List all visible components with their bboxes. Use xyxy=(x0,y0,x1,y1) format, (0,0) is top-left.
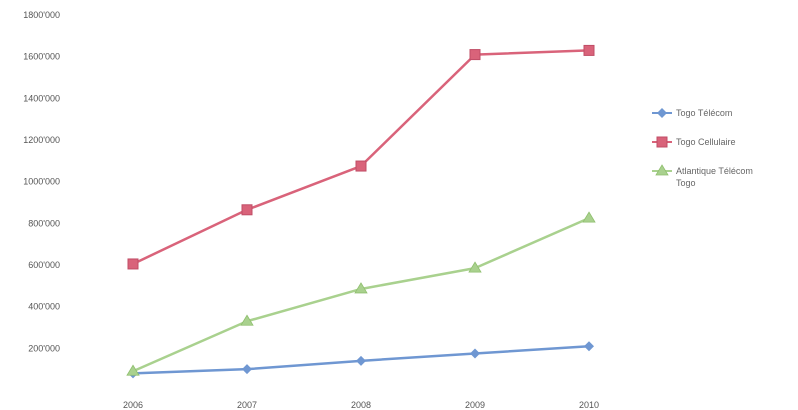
y-tick-label: 1200'000 xyxy=(23,135,60,145)
data-point xyxy=(583,44,595,56)
data-point xyxy=(584,341,594,352)
data-point xyxy=(354,282,368,294)
y-tick-label: 600'000 xyxy=(28,260,60,270)
data-point xyxy=(241,204,253,216)
data-point xyxy=(242,364,252,375)
data-point xyxy=(355,160,367,172)
data-point xyxy=(582,211,596,223)
legend-marker xyxy=(655,164,669,176)
y-tick-label: 1000'000 xyxy=(23,177,60,187)
data-point xyxy=(240,314,254,326)
x-tick-label: 2010 xyxy=(579,400,599,410)
y-tick-label: 200'000 xyxy=(28,343,60,353)
x-tick-label: 2008 xyxy=(351,400,371,410)
data-point xyxy=(356,355,366,366)
y-tick-label: 1600'000 xyxy=(23,52,60,62)
y-tick-label: 1800'000 xyxy=(23,10,60,20)
data-point xyxy=(470,348,480,359)
y-tick-label: 400'000 xyxy=(28,302,60,312)
legend-marker xyxy=(656,136,668,148)
legend-label: Togo xyxy=(676,178,696,188)
legend-marker xyxy=(657,108,667,118)
x-tick-label: 2009 xyxy=(465,400,485,410)
y-tick-label: 800'000 xyxy=(28,218,60,228)
legend-label: Togo Cellulaire xyxy=(676,137,736,147)
x-tick-label: 2006 xyxy=(123,400,143,410)
y-tick-label: 1400'000 xyxy=(23,93,60,103)
legend-label: Togo Télécom xyxy=(676,108,732,118)
series-line xyxy=(132,216,590,373)
data-point xyxy=(468,261,482,273)
data-point xyxy=(469,49,481,61)
legend-label: Atlantique Télécom xyxy=(676,166,753,176)
x-tick-label: 2007 xyxy=(237,400,257,410)
data-point xyxy=(127,258,139,270)
series-line xyxy=(132,49,590,266)
data-point xyxy=(126,364,140,376)
